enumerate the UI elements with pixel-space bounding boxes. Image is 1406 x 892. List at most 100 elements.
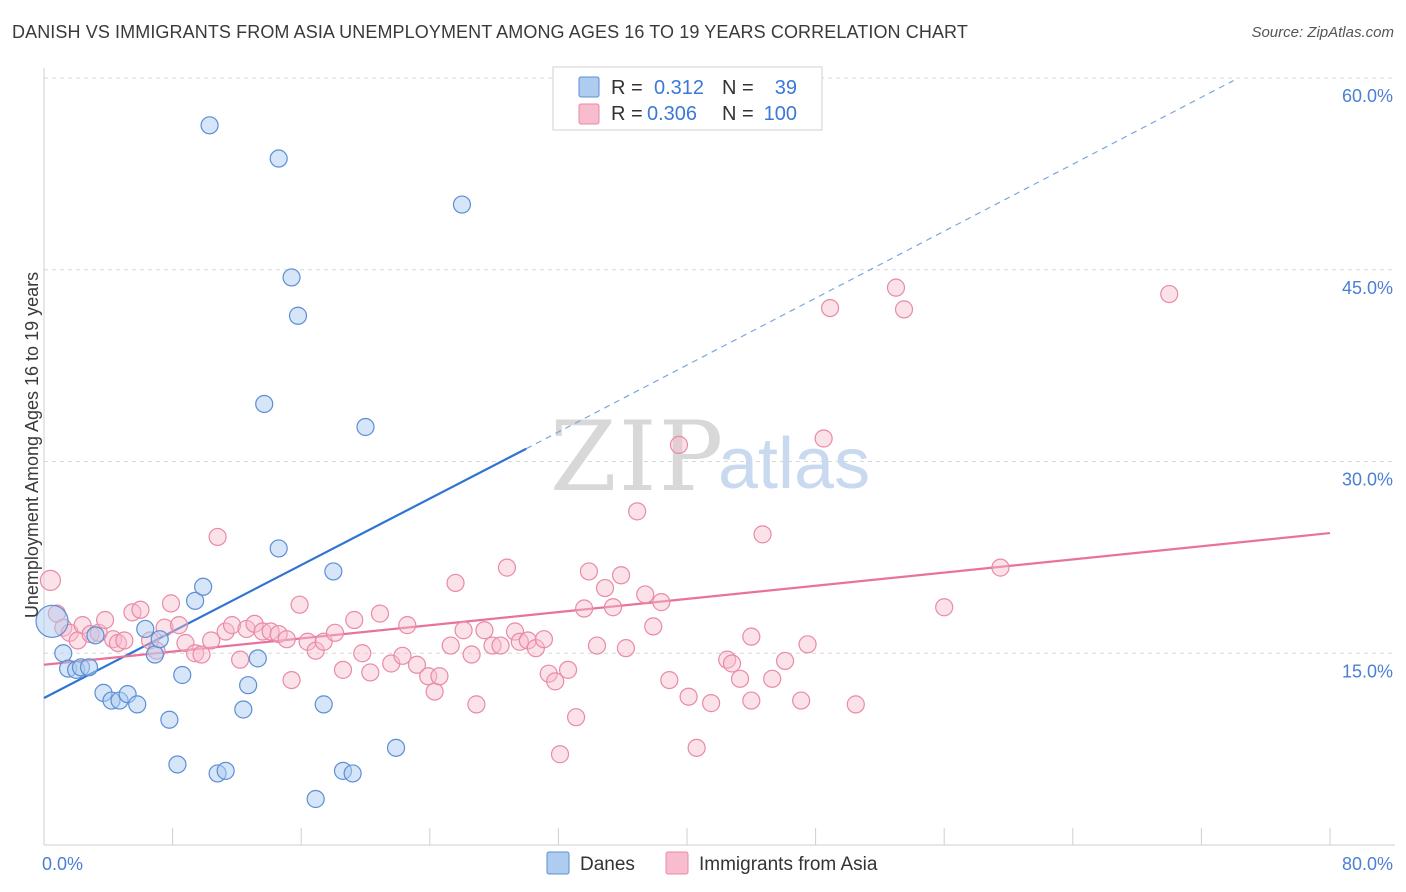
bottom-legend-swatch-danes [546, 851, 570, 875]
legend-r-value-danes: 0.312 [654, 77, 704, 99]
asia-point-47 [407, 655, 427, 674]
chart-title: DANISH VS IMMIGRANTS FROM ASIA UNEMPLOYM… [12, 22, 968, 42]
asia-point-82 [669, 435, 689, 454]
asia-point-25 [222, 616, 242, 635]
asia-point-11 [115, 631, 134, 650]
legend-r-label-asia: R = [611, 103, 643, 125]
danes-point-28 [269, 149, 288, 168]
asia-point-54 [462, 645, 481, 664]
asia-point-40 [345, 610, 364, 630]
asia-point-60 [505, 622, 525, 641]
asia-point-53 [454, 621, 473, 640]
correlation-legend: R = 0.312 N = 39 R = 0.306 N = 100 [552, 66, 823, 131]
asia-point-94 [792, 691, 811, 710]
trendline-danes-extension [525, 80, 1234, 450]
x-tick-labels: 0.0% 80.0% [42, 854, 1393, 874]
asia-point-85 [702, 694, 721, 713]
danes-point-19 [194, 577, 213, 596]
legend-n-value-asia: 100 [764, 103, 797, 125]
danes-point-12 [136, 619, 155, 639]
source-credit: Source: ZipAtlas.com [1251, 24, 1394, 41]
danes-point-37 [386, 738, 406, 757]
asia-point-80 [652, 593, 671, 612]
danes-point-22 [216, 761, 235, 780]
asia-point-91 [753, 525, 772, 544]
watermark-atlas: atlas [718, 424, 870, 504]
asia-point-58 [491, 636, 510, 655]
danes-point-32 [314, 695, 333, 714]
danes-point-25 [248, 649, 267, 668]
x-tick-label-0: 0.0% [42, 854, 83, 874]
asia-point-56 [475, 621, 494, 640]
asia-point-42 [361, 663, 380, 682]
asia-point-45 [393, 646, 412, 665]
danes-point-13 [145, 645, 165, 664]
asia-point-96 [814, 429, 833, 448]
axes [43, 68, 1395, 846]
danes-point-5 [79, 658, 99, 677]
danes-point-17 [173, 665, 192, 685]
asia-point-38 [325, 623, 345, 642]
bottom-legend-label-danes: Danes [580, 854, 635, 875]
asia-point-74 [603, 598, 623, 617]
asia-point-18 [169, 616, 189, 635]
y-tick-label-3: 60.0% [1342, 86, 1393, 106]
bottom-legend-label-asia: Immigrants from Asia [699, 854, 878, 875]
asia-point-41 [353, 644, 372, 663]
danes-point-24 [239, 676, 258, 695]
asia-point-73 [595, 578, 615, 598]
grid-lines [44, 77, 1395, 654]
danes-point-30 [288, 306, 308, 325]
asia-point-59 [497, 558, 517, 577]
asia-point-13 [131, 600, 150, 619]
danes-point-11 [128, 695, 147, 714]
legend-swatch-danes [578, 76, 600, 98]
asia-point-88 [730, 669, 750, 688]
asia-point-26 [231, 650, 250, 669]
legend-n-label-danes: N = [722, 77, 754, 99]
series-danes-points [35, 116, 472, 809]
y-tick-labels: 15.0% 30.0% 45.0% 60.0% [1342, 86, 1393, 681]
danes-point-38 [452, 195, 472, 214]
asia-point-33 [282, 670, 301, 690]
asia-point-52 [446, 573, 465, 593]
asia-point-23 [208, 527, 227, 547]
legend-swatch-asia [578, 103, 600, 125]
danes-point-35 [343, 764, 362, 783]
asia-point-51 [441, 636, 460, 655]
danes-point-29 [282, 268, 301, 287]
y-tick-label-0: 15.0% [1342, 661, 1393, 681]
bottom-legend-swatch-asia [665, 851, 689, 875]
danes-point-31 [306, 789, 325, 809]
trend-lines [43, 80, 1331, 699]
danes-point-15 [160, 710, 179, 729]
asia-point-34 [290, 595, 309, 614]
watermark-zip: ZIP [550, 401, 725, 513]
asia-point-76 [616, 639, 636, 658]
asia-point-71 [579, 562, 599, 581]
asia-point-43 [370, 604, 390, 623]
danes-point-0 [35, 604, 69, 638]
asia-point-66 [546, 672, 565, 691]
legend-n-label-asia: N = [722, 103, 754, 125]
asia-point-75 [611, 566, 631, 585]
asia-point-22 [202, 631, 221, 650]
danes-point-26 [255, 394, 274, 414]
asia-point-89 [742, 627, 761, 646]
asia-point-70 [575, 599, 594, 618]
asia-point-97 [820, 299, 840, 318]
asia-point-90 [742, 691, 761, 710]
asia-point-46 [398, 616, 417, 635]
y-tick-label-2: 45.0% [1342, 278, 1393, 298]
asia-point-83 [679, 687, 698, 706]
trendline-danes [43, 447, 527, 699]
asia-point-32 [277, 630, 296, 649]
danes-point-36 [356, 417, 375, 437]
asia-point-69 [566, 708, 586, 727]
asia-point-92 [763, 669, 782, 688]
asia-point-93 [775, 651, 795, 671]
danes-point-6 [86, 626, 105, 645]
asia-point-55 [467, 695, 486, 714]
asia-point-79 [644, 617, 663, 636]
asia-point-98 [846, 695, 865, 714]
